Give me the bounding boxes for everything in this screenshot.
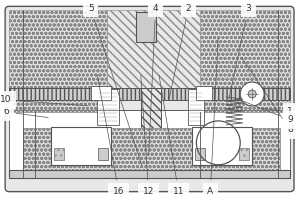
Bar [9,170,290,178]
Bar [141,88,160,140]
Text: 10: 10 [0,95,88,106]
Bar [54,148,64,160]
Bar [188,89,204,125]
Bar [23,128,280,170]
Text: 2: 2 [169,4,191,99]
Bar [136,12,156,42]
Text: 11: 11 [159,75,184,196]
Bar [97,89,119,125]
Bar [192,127,252,165]
FancyBboxPatch shape [5,6,294,192]
Text: 5: 5 [88,4,142,165]
Bar [200,10,290,112]
Bar [239,148,249,160]
Bar [239,148,249,160]
Bar [9,10,107,112]
Bar [9,88,290,100]
Bar [98,148,108,160]
Text: 3: 3 [229,4,251,99]
Bar [107,10,200,90]
Bar [196,86,212,100]
Circle shape [240,82,264,106]
Text: 16: 16 [97,75,124,196]
Text: 4: 4 [149,4,158,155]
Bar [54,148,64,160]
Text: 9: 9 [243,101,293,124]
Text: 1: 1 [263,107,293,116]
Bar [91,86,111,100]
Text: 8: 8 [242,57,293,134]
Bar [9,110,290,178]
Text: 6: 6 [3,107,48,118]
Text: A: A [207,38,218,196]
Bar [51,127,111,165]
Text: 12: 12 [141,75,154,196]
Bar [195,148,206,160]
Circle shape [248,90,256,98]
